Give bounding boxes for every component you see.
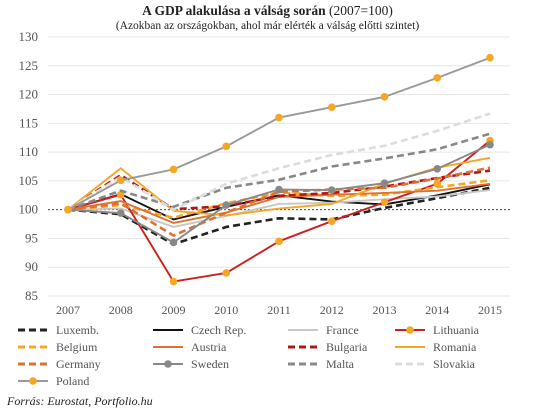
legend-item-romania: Romania	[395, 340, 477, 354]
legend-item-sweden: Sweden	[153, 357, 229, 371]
data-point-lithuania	[222, 269, 231, 277]
data-point-lithuania	[275, 237, 283, 246]
data-point-sweden	[275, 185, 283, 194]
y-tick-label: 100	[19, 202, 39, 217]
y-tick-label: 90	[25, 259, 38, 274]
y-tick-label: 105	[19, 173, 39, 188]
series-line-france	[67, 189, 491, 228]
legend-marker	[29, 377, 37, 385]
data-point-sweden	[327, 186, 336, 194]
legend-item-germany: Germany	[18, 357, 101, 371]
chart-legend: Luxemb. Czech Rep. France Lithuania Belgium A…	[18, 323, 480, 388]
data-point-lithuania	[380, 198, 389, 206]
x-tick-label: 2010	[214, 303, 238, 317]
x-tick-label: 2012	[320, 303, 344, 317]
legend-item-austria: Austria	[153, 340, 227, 354]
data-point-sweden	[169, 238, 178, 247]
data-point-lithuania	[327, 217, 336, 225]
source-note: Forrás: Eurostat, Portfolio.hu	[7, 394, 153, 408]
data-point-poland	[275, 113, 283, 122]
data-point-poland	[169, 165, 178, 174]
chart-title-main: A GDP alakulása a válság során	[142, 3, 326, 18]
y-tick-label: 85	[25, 288, 38, 303]
y-tick-label: 115	[19, 115, 38, 130]
legend-item-belgium: Belgium	[18, 340, 98, 354]
data-point-poland	[222, 142, 231, 151]
legend-item-france: France	[288, 323, 359, 337]
data-point-sweden	[380, 179, 389, 187]
x-tick-label: 2011	[267, 303, 291, 317]
chart-title: A GDP alakulása a válság során (2007=100…	[0, 3, 535, 19]
legend-label: Belgium	[56, 340, 98, 354]
data-point-sweden	[433, 165, 442, 173]
legend-label: Poland	[56, 374, 89, 388]
legend-marker	[406, 326, 414, 334]
legend-item-slovakia: Slovakia	[395, 357, 476, 371]
x-tick-label: 2015	[478, 303, 502, 317]
chart-gridlines	[48, 36, 510, 297]
data-point-poland	[64, 205, 72, 214]
data-point-sweden	[116, 209, 125, 217]
y-tick-label: 125	[19, 58, 39, 73]
data-point-sweden	[222, 201, 231, 209]
legend-item-lithuania: Lithuania	[395, 323, 480, 337]
legend-label: France	[326, 323, 359, 337]
x-tick-label: 2014	[425, 303, 449, 317]
data-point-poland	[433, 74, 442, 82]
series-line-slovakia	[67, 112, 491, 211]
data-point-poland	[486, 53, 494, 62]
series-line-malta	[67, 132, 491, 211]
legend-label: Germany	[56, 357, 101, 371]
x-tick-label: 2009	[162, 303, 186, 317]
data-point-lithuania	[169, 277, 178, 286]
x-axis-tick-labels: 2007 2008 2009 2010 2011 2012 2013 2014 2015	[56, 303, 502, 317]
data-point-poland	[327, 103, 336, 112]
legend-label: Bulgaria	[326, 340, 368, 354]
x-tick-label: 2008	[109, 303, 133, 317]
legend-label: Slovakia	[433, 357, 476, 371]
chart-subtitle: (Azokban az országokban, ahol már elérté…	[115, 20, 420, 32]
y-axis-tick-labels: 85 90 95 100 105 110 115 120 125 130	[19, 29, 39, 303]
legend-label: Malta	[326, 357, 355, 371]
legend-label: Luxemb.	[56, 323, 99, 337]
legend-label: Romania	[433, 340, 477, 354]
x-tick-label: 2007	[56, 303, 80, 317]
chart-title-suffix: (2007=100)	[328, 3, 393, 18]
legend-item-poland: Poland	[18, 374, 89, 388]
data-point-sweden	[486, 140, 494, 149]
y-tick-label: 110	[19, 144, 38, 159]
x-tick-label: 2013	[373, 303, 397, 317]
legend-label: Czech Rep.	[191, 323, 246, 337]
data-point-poland	[116, 176, 125, 185]
legend-item-malta: Malta	[288, 357, 355, 371]
y-tick-label: 95	[25, 230, 38, 245]
y-tick-label: 130	[19, 29, 39, 44]
legend-label: Lithuania	[433, 323, 480, 337]
y-tick-label: 120	[19, 87, 39, 102]
series-line-luxemb	[67, 186, 491, 246]
legend-item-luxemb: Luxemb.	[18, 323, 99, 337]
chart-series	[64, 53, 494, 286]
legend-item-bulgaria: Bulgaria	[288, 340, 368, 354]
legend-marker	[164, 360, 172, 368]
legend-label: Sweden	[191, 357, 229, 371]
legend-label: Austria	[191, 340, 227, 354]
data-point-lithuania	[116, 190, 125, 199]
data-point-poland	[380, 93, 389, 101]
legend-item-czech-rep: Czech Rep.	[153, 323, 246, 337]
